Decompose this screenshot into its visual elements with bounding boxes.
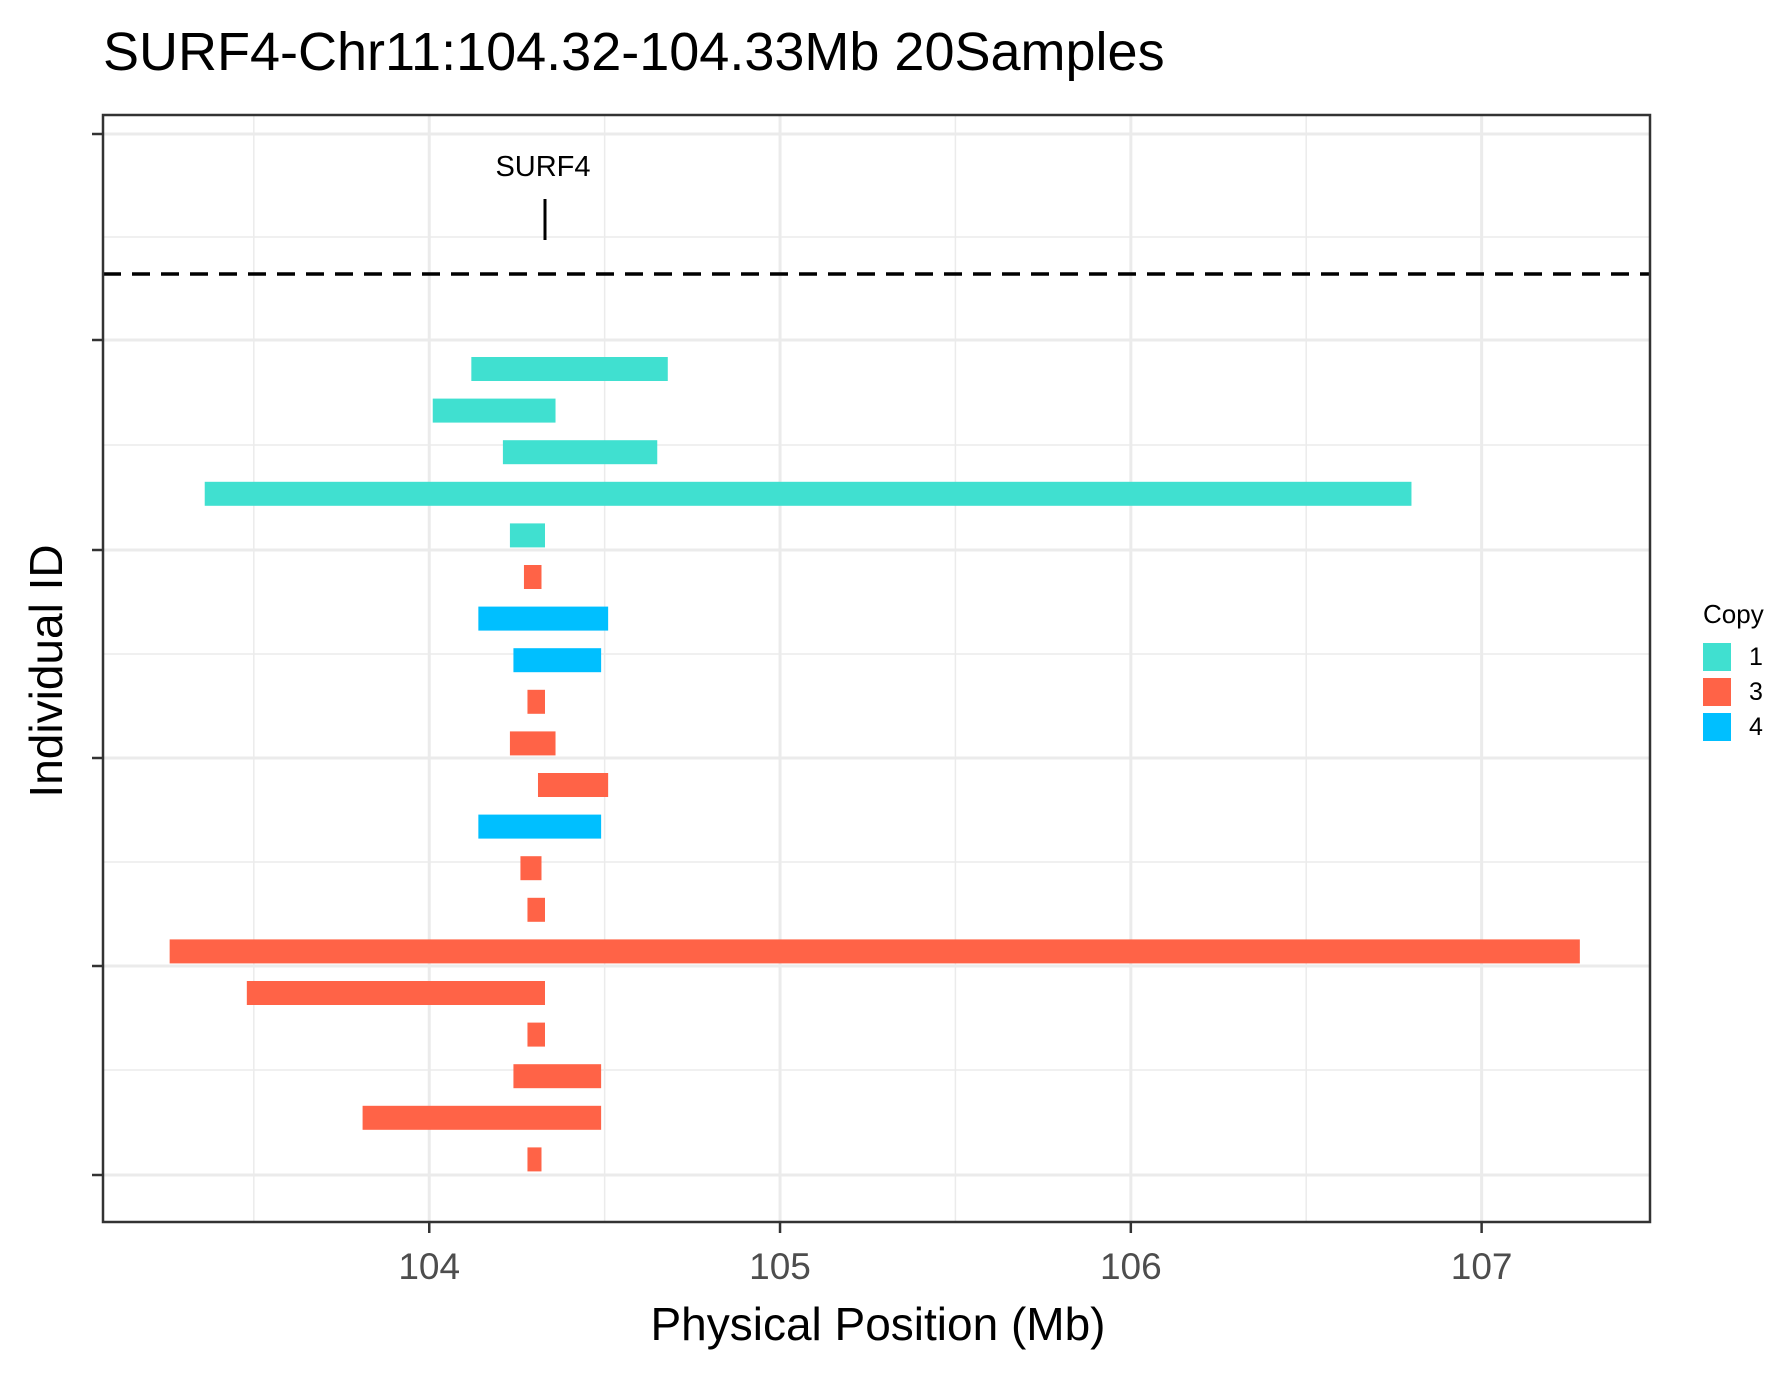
segment-bar [527, 1147, 542, 1172]
panel-border [101, 113, 1652, 1224]
segment-bar [513, 1064, 602, 1089]
x-axis-label: Physical Position (Mb) [650, 1298, 1105, 1350]
legend-label: 3 [1749, 678, 1763, 706]
segment-bar [527, 689, 545, 714]
segment-bar [169, 939, 1580, 964]
x-tick-label: 104 [398, 1246, 460, 1287]
segment-bar [523, 565, 542, 589]
legend-title: Copy [1703, 599, 1764, 629]
segment-bar [537, 773, 609, 797]
segments-layer [169, 357, 1580, 1172]
segment-bar [478, 606, 609, 631]
gene-marker: SURF4 [103, 151, 1650, 276]
panel-background [103, 115, 1650, 1222]
axes-layer: 104 105 106 107 [92, 132, 1513, 1287]
y-axis-label: Individual ID [20, 544, 72, 797]
segment-bar [502, 440, 658, 465]
chart-title: SURF4-Chr11:104.32-104.33Mb 20Samples [103, 22, 1165, 82]
legend-swatch [1703, 678, 1731, 706]
segment-bar [478, 814, 602, 839]
legend-swatch [1703, 643, 1731, 671]
plot-panel [103, 115, 1650, 1222]
plot-frame [101, 113, 1652, 1224]
segment-bar [204, 481, 1412, 506]
legend-swatch [1703, 713, 1731, 741]
legend-label: 4 [1749, 713, 1763, 741]
segment-bar [509, 523, 545, 548]
segment-bar [432, 398, 556, 423]
x-tick-label: 107 [1451, 1246, 1513, 1287]
legend-label: 1 [1749, 643, 1763, 671]
x-tick-label: 106 [1100, 1246, 1162, 1287]
segment-bar [527, 897, 545, 922]
segment-bar [362, 1105, 602, 1130]
gene-label: SURF4 [495, 151, 590, 183]
segment-bar [527, 1022, 545, 1047]
legend: Copy 1 3 4 [1703, 599, 1764, 741]
segment-bar [509, 731, 556, 756]
segment-bar [513, 648, 602, 673]
segment-bar [520, 856, 542, 881]
segment-bar [246, 981, 546, 1005]
grid-lines [103, 115, 1650, 1222]
segment-bar [471, 357, 668, 381]
x-tick-label: 105 [749, 1246, 811, 1287]
